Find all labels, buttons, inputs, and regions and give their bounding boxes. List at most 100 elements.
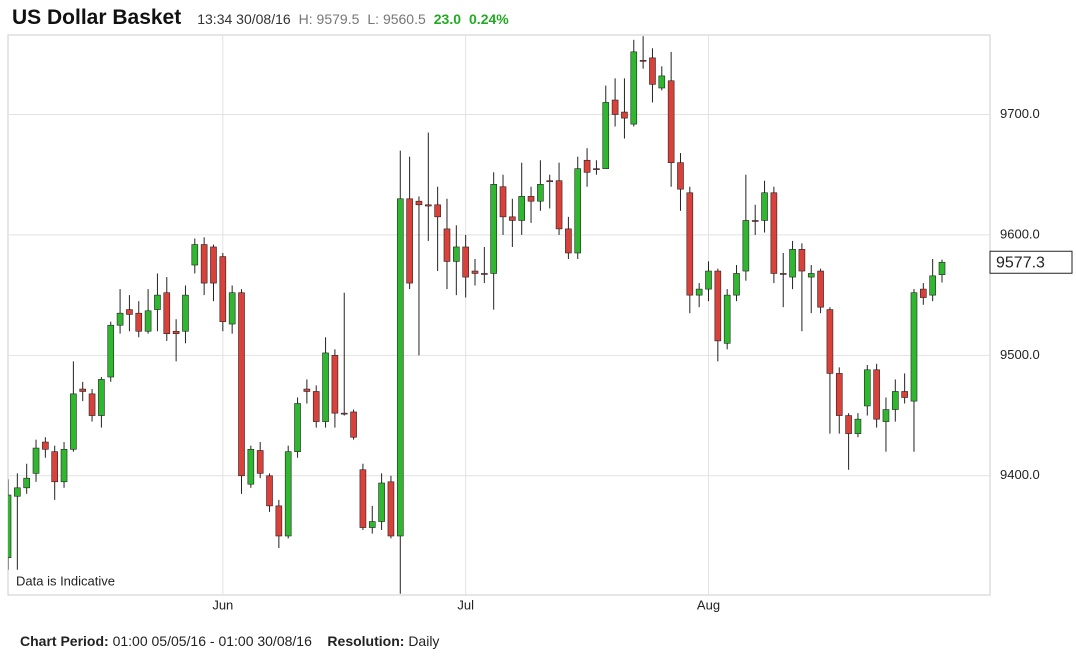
- candle-body: [621, 111, 628, 119]
- candle-body: [387, 481, 395, 537]
- candle-body: [434, 204, 441, 218]
- candle-body: [565, 228, 572, 254]
- candle-body: [873, 369, 880, 420]
- candle-body: [51, 451, 59, 483]
- candle-body: [406, 198, 413, 284]
- candle-body: [172, 330, 180, 334]
- y-tick-label: 9500.0: [1000, 347, 1040, 362]
- candle-body: [518, 196, 526, 221]
- candle-body: [378, 482, 385, 522]
- current-price-box: [989, 250, 1073, 274]
- candle-body: [742, 220, 750, 272]
- candle-body: [322, 352, 329, 422]
- candle-body: [733, 273, 740, 296]
- candle-body: [191, 244, 199, 266]
- candle-body: [210, 246, 217, 284]
- candle-body: [630, 51, 638, 125]
- candle-body: [228, 292, 236, 325]
- candle-body: [807, 273, 815, 278]
- candle-body: [98, 379, 105, 416]
- candle-body: [453, 246, 460, 262]
- candle-body: [154, 294, 161, 310]
- candle-body: [639, 59, 647, 62]
- candle-body: [901, 391, 908, 398]
- candle-body: [350, 411, 357, 438]
- candle-body: [200, 244, 208, 284]
- candle-body: [770, 192, 778, 274]
- time: 13:34 30/08/16: [197, 11, 291, 27]
- annotation: Data is Indicative: [16, 573, 115, 588]
- title: US Dollar Basket: [12, 6, 182, 29]
- candle-body: [368, 521, 376, 528]
- chart: Data is Indicative 9400.0 9500.0 9600.0 970…: [7, 34, 1073, 612]
- candle-body: [126, 309, 133, 315]
- low: L: 9560.5: [367, 11, 426, 27]
- candle-body: [910, 292, 918, 402]
- candle-body: [863, 369, 871, 407]
- candle-body: [284, 451, 292, 537]
- x-tick-label: Aug: [697, 597, 720, 612]
- y-tick-label: 9600.0: [1000, 226, 1040, 241]
- candle-body: [256, 450, 264, 474]
- candle-body: [266, 475, 273, 507]
- candle-body: [135, 312, 143, 332]
- candle-body: [340, 412, 348, 415]
- candle-body: [490, 184, 497, 274]
- candle-body: [835, 373, 843, 416]
- candle-body: [42, 441, 49, 450]
- current-price: 9577.3: [996, 254, 1045, 271]
- candle-body: [471, 270, 479, 274]
- candle-body: [443, 228, 451, 262]
- candle-body: [611, 99, 619, 115]
- y-tick-label: 9400.0: [1000, 467, 1040, 482]
- candle-body: [14, 487, 21, 497]
- candle-body: [537, 184, 544, 202]
- footer: Chart Period: 01:00 05/05/16 - 01:00 30/…: [20, 633, 439, 649]
- period-label: Chart Period:: [20, 633, 109, 649]
- resolution-label: Resolution:: [327, 633, 405, 649]
- candle-body: [686, 192, 694, 296]
- candle-body: [649, 57, 656, 85]
- candle-body: [219, 256, 227, 322]
- change-pct: 0.24%: [469, 11, 509, 27]
- candle-body: [929, 275, 936, 296]
- candle-body: [396, 198, 404, 537]
- candle-body: [583, 159, 591, 173]
- candle-body: [238, 292, 245, 477]
- candle-body: [714, 270, 722, 342]
- candle-body: [891, 391, 899, 410]
- candle-body: [415, 200, 423, 206]
- high: H: 9579.5: [298, 11, 360, 27]
- candle-body: [312, 391, 320, 422]
- y-tick-label: 9700.0: [1000, 106, 1040, 121]
- candle-body: [359, 469, 367, 528]
- candle-body: [499, 186, 507, 218]
- candle-body: [705, 270, 712, 290]
- candle-body: [546, 180, 554, 183]
- candle-body: [938, 261, 946, 275]
- candle-body: [8, 494, 12, 558]
- candle-body: [294, 403, 301, 452]
- candle-body: [826, 309, 834, 374]
- candle-body: [331, 355, 339, 414]
- candle-body: [275, 505, 283, 537]
- candle-body: [70, 393, 77, 450]
- candle-body: [779, 273, 787, 275]
- change: 23.0: [433, 11, 462, 27]
- candle-body: [602, 102, 610, 169]
- candle-body: [462, 246, 469, 278]
- candle-body: [509, 216, 516, 221]
- candle-body: [60, 448, 68, 483]
- x-tick-label: Jul: [457, 597, 474, 612]
- grid: [8, 35, 990, 595]
- candle-body: [163, 292, 171, 334]
- candle-body: [32, 447, 40, 474]
- candle-body: [845, 415, 852, 434]
- candle-body: [182, 294, 189, 332]
- candle-body: [667, 80, 675, 163]
- candle-body: [424, 204, 432, 207]
- candle-body: [247, 448, 255, 485]
- candle-body: [789, 249, 796, 278]
- candle-body: [723, 294, 731, 344]
